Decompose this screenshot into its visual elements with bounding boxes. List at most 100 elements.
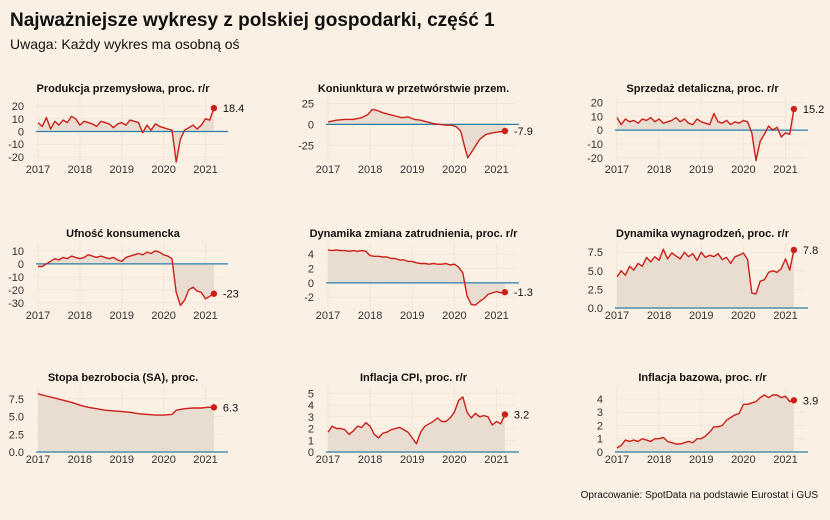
x-tick-label: 2020 (731, 164, 755, 176)
x-tick-label: 2017 (26, 454, 50, 466)
y-tick-label: -20 (587, 153, 603, 165)
x-tick-label: 2018 (647, 310, 671, 322)
x-tick-label: 2019 (689, 310, 713, 322)
source-note: Opracowanie: SpotData na podstawie Euros… (580, 490, 818, 501)
panel-title: Dynamika wynagrodzeń, proc. r/r (616, 228, 790, 240)
y-tick-label: 1 (597, 434, 603, 446)
x-tick-label: 2020 (731, 454, 755, 466)
panel-6: Dynamika wynagrodzeń, proc. r/r 0.0 2.5 5.0… (588, 228, 818, 322)
panel-title: Produkcja przemysłowa, proc. r/r (36, 83, 210, 95)
last-value-point (210, 404, 218, 411)
last-value-label: 7.8 (803, 245, 818, 257)
panel-3: Sprzedaż detaliczna, proc. r/r -20 -10 0 10 2… (587, 83, 824, 176)
last-value-label: -23 (223, 289, 239, 301)
x-tick-label: 2017 (605, 310, 629, 322)
x-tick-label: 2018 (68, 454, 92, 466)
x-tick-label: 2021 (193, 164, 217, 176)
y-tick-label: 0 (597, 125, 603, 137)
panel-title: Inflacja CPI, proc. r/r (360, 372, 468, 384)
series-area (328, 396, 505, 452)
x-tick-label: 2021 (773, 164, 797, 176)
x-tick-label: 2021 (773, 310, 797, 322)
y-tick-label: -30 (8, 298, 24, 310)
x-tick-label: 2018 (358, 454, 382, 466)
x-tick-label: 2021 (773, 454, 797, 466)
panel-title: Sprzedaż detaliczna, proc. r/r (626, 83, 779, 95)
last-value-point (501, 289, 509, 296)
y-tick-label: 0.0 (588, 303, 603, 315)
x-tick-label: 2017 (316, 164, 340, 176)
y-tick-label: 7.5 (9, 394, 24, 406)
last-value-point (210, 104, 218, 112)
page-title: Najważniejsze wykresy z polskiej gospoda… (10, 10, 495, 31)
series-line (616, 248, 795, 295)
y-tick-label: 2 (597, 420, 603, 432)
panel-7: Stopa bezrobocia (SA), proc. 0.0 2.5 5.0 7.5… (9, 372, 238, 466)
x-tick-label: 2021 (484, 454, 508, 466)
x-tick-label: 2019 (400, 310, 424, 322)
panel-1: Produkcja przemysłowa, proc. r/r-20-1001… (8, 83, 244, 176)
series-area (328, 109, 505, 158)
y-tick-label: 4 (308, 249, 314, 261)
last-value-point (501, 127, 509, 135)
x-tick-label: 2020 (151, 310, 175, 322)
last-value-label: -7.9 (514, 126, 533, 138)
y-tick-label: -2 (304, 292, 314, 304)
panel-2: Koniunktura w przetwórstwie przem. -25 0 25… (298, 83, 533, 176)
series-line (616, 394, 795, 449)
series-area (38, 108, 214, 162)
y-tick-label: 2.5 (588, 284, 603, 296)
x-tick-label: 2020 (442, 310, 466, 322)
x-tick-label: 2018 (647, 454, 671, 466)
y-tick-label: -20 (8, 285, 24, 297)
x-tick-label: 2021 (193, 454, 217, 466)
series-area (38, 393, 214, 452)
last-value-label: 3.2 (514, 409, 529, 421)
panel-title: Stopa bezrobocia (SA), proc. (48, 372, 198, 384)
y-tick-label: 5.0 (9, 412, 24, 424)
last-value-point (501, 411, 509, 418)
series-line (38, 250, 215, 307)
x-tick-label: 2019 (110, 164, 134, 176)
panel-title: Dynamika zmiana zatrudnienia, proc. r/r (310, 228, 519, 240)
y-tick-label: 0 (308, 119, 314, 131)
y-tick-label: 0.0 (9, 447, 24, 459)
panel-title: Inflacja bazowa, proc. r/r (638, 372, 767, 384)
series-area (328, 249, 505, 306)
panel-9: Inflacja bazowa, proc. r/r 01 234 2017 2018 2… (597, 372, 818, 466)
x-tick-label: 2017 (316, 310, 340, 322)
x-tick-label: 2019 (110, 454, 134, 466)
x-tick-label: 2017 (605, 164, 629, 176)
y-tick-label: 10 (12, 114, 24, 126)
y-tick-label: 5 (308, 388, 314, 400)
x-tick-label: 2019 (110, 310, 134, 322)
y-tick-label: 0 (308, 278, 314, 290)
series-area (38, 250, 214, 306)
series-area (617, 395, 794, 452)
x-tick-label: 2021 (484, 310, 508, 322)
x-tick-label: 2018 (68, 164, 92, 176)
y-tick-label: 2.5 (9, 429, 24, 441)
y-tick-label: 7.5 (588, 247, 603, 259)
y-tick-label: -20 (8, 152, 24, 164)
page-subtitle: Uwaga: Każdy wykres ma osobną oś (10, 36, 240, 52)
x-tick-label: 2020 (442, 454, 466, 466)
series-line (616, 108, 795, 162)
last-value-label: -1.3 (514, 287, 533, 299)
x-tick-label: 2018 (647, 164, 671, 176)
y-tick-label: 10 (12, 246, 24, 258)
y-tick-label: 0 (308, 447, 314, 459)
y-tick-label: -10 (8, 272, 24, 284)
x-tick-label: 2017 (26, 310, 50, 322)
series-line (37, 393, 214, 416)
x-tick-label: 2017 (26, 164, 50, 176)
x-tick-label: 2020 (151, 164, 175, 176)
y-tick-label: 0 (18, 259, 24, 271)
x-tick-label: 2021 (193, 310, 217, 322)
x-tick-label: 2018 (358, 310, 382, 322)
y-tick-label: 4 (308, 400, 314, 412)
x-tick-label: 2019 (400, 454, 424, 466)
